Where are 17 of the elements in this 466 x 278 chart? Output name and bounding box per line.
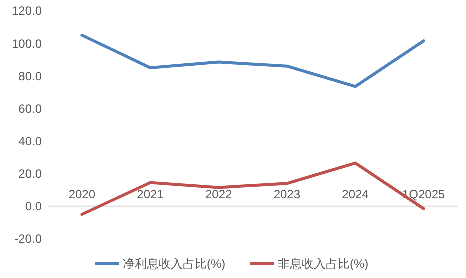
x-tick-label: 2024 [342,187,370,202]
x-tick-label: 1Q2025 [402,187,446,202]
legend-label: 净利息收入占比(%) [123,257,226,272]
y-tick-label: 20.0 [18,167,42,182]
x-tick-label: 2021 [137,187,164,202]
y-tick-label: 0.0 [25,200,42,214]
y-tick-label: 120.0 [12,4,42,18]
line-series [80,34,426,88]
y-tick-label: -20.0 [14,232,42,246]
y-tick-label: 80.0 [18,69,42,84]
x-tick-label: 2022 [205,187,233,202]
y-tick-label: 60.0 [18,102,42,116]
y-tick-label: 100.0 [12,36,42,51]
x-tick-label: 2023 [274,187,301,202]
y-tick-label: 40.0 [18,134,42,148]
legend-label: 非息收入占比(%) [278,257,369,272]
x-tick-label: 2020 [68,187,96,202]
